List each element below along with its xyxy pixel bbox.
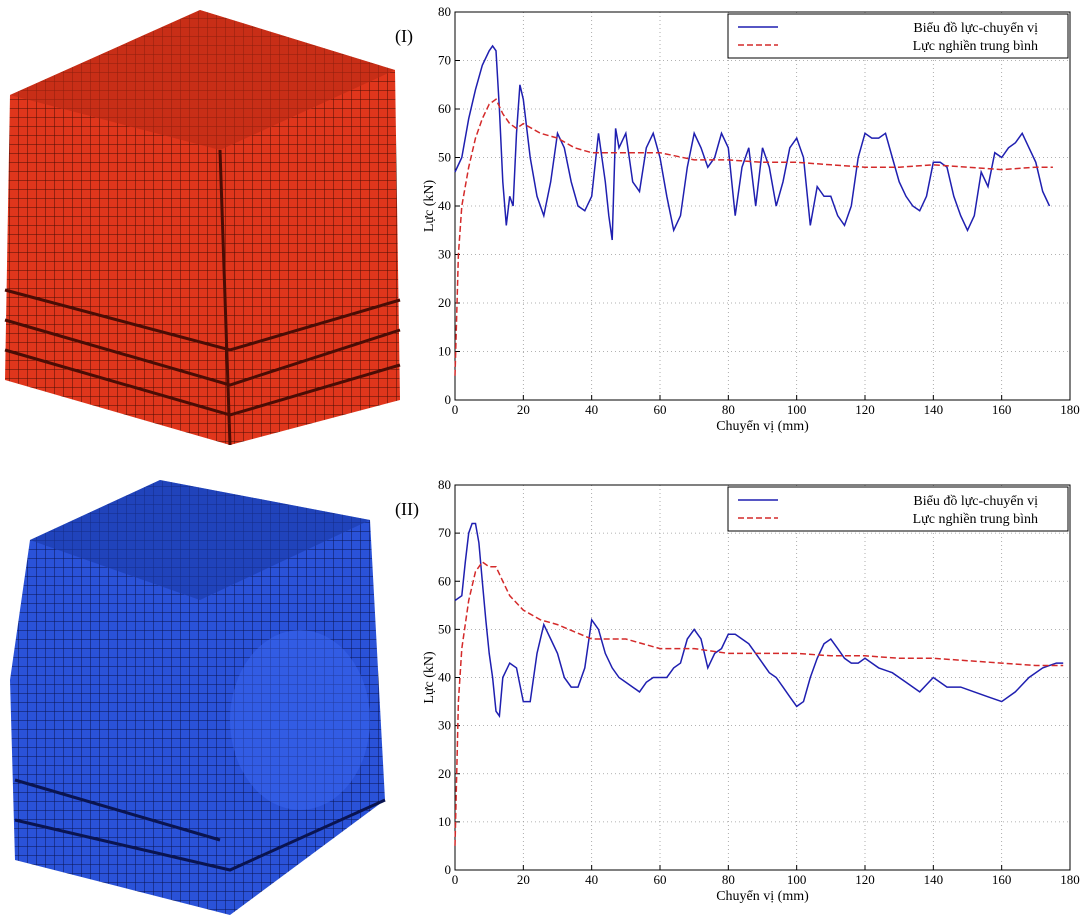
mesh-blue	[10, 480, 385, 915]
y-tick-label: 60	[438, 573, 451, 588]
x-tick-label: 120	[855, 402, 875, 417]
x-axis-label: Chuyển vị (mm)	[716, 419, 809, 434]
panel-label: (I)	[395, 26, 413, 47]
y-axis-label: Lực (kN)	[422, 180, 437, 233]
x-tick-label: 40	[585, 402, 598, 417]
y-tick-label: 60	[438, 101, 451, 116]
x-tick-label: 0	[452, 872, 459, 887]
x-tick-label: 180	[1060, 872, 1080, 887]
y-tick-label: 10	[438, 344, 451, 359]
y-tick-label: 40	[438, 670, 451, 685]
x-tick-label: 20	[517, 872, 530, 887]
x-tick-label: 80	[722, 872, 735, 887]
x-tick-label: 140	[924, 402, 944, 417]
x-tick-label: 160	[992, 402, 1012, 417]
y-tick-label: 80	[438, 477, 451, 492]
y-tick-label: 20	[438, 295, 451, 310]
y-tick-label: 70	[438, 525, 451, 540]
x-tick-label: 60	[654, 872, 667, 887]
y-tick-label: 10	[438, 814, 451, 829]
x-tick-label: 100	[787, 402, 807, 417]
x-axis-label: Chuyển vị (mm)	[716, 889, 809, 904]
y-tick-label: 20	[438, 766, 451, 781]
y-tick-label: 30	[438, 247, 451, 262]
x-tick-label: 120	[855, 872, 875, 887]
y-tick-label: 50	[438, 150, 451, 165]
x-tick-label: 40	[585, 872, 598, 887]
legend-label: Biểu đồ lực-chuyển vị	[913, 494, 1038, 509]
figure-canvas: 0204060801001201401601800102030405060708…	[0, 0, 1088, 920]
legend-label: Lực nghiền trung bình	[913, 39, 1038, 54]
x-tick-label: 80	[722, 402, 735, 417]
x-tick-label: 60	[654, 402, 667, 417]
y-tick-label: 70	[438, 53, 451, 68]
x-tick-label: 140	[924, 872, 944, 887]
panel-label: (II)	[395, 499, 419, 520]
x-tick-label: 160	[992, 872, 1012, 887]
y-tick-label: 40	[438, 198, 451, 213]
y-tick-label: 80	[438, 4, 451, 19]
y-axis-label: Lực (kN)	[422, 651, 437, 704]
y-tick-label: 30	[438, 718, 451, 733]
x-tick-label: 0	[452, 402, 459, 417]
x-tick-label: 20	[517, 402, 530, 417]
legend-label: Biểu đồ lực-chuyển vị	[913, 21, 1038, 36]
y-tick-label: 0	[445, 392, 452, 407]
figure: 0204060801001201401601800102030405060708…	[0, 0, 1088, 920]
y-tick-label: 0	[445, 862, 452, 877]
x-tick-label: 180	[1060, 402, 1080, 417]
y-tick-label: 50	[438, 621, 451, 636]
x-tick-label: 100	[787, 872, 807, 887]
legend-label: Lực nghiền trung bình	[913, 512, 1038, 527]
mesh-red	[5, 10, 400, 445]
